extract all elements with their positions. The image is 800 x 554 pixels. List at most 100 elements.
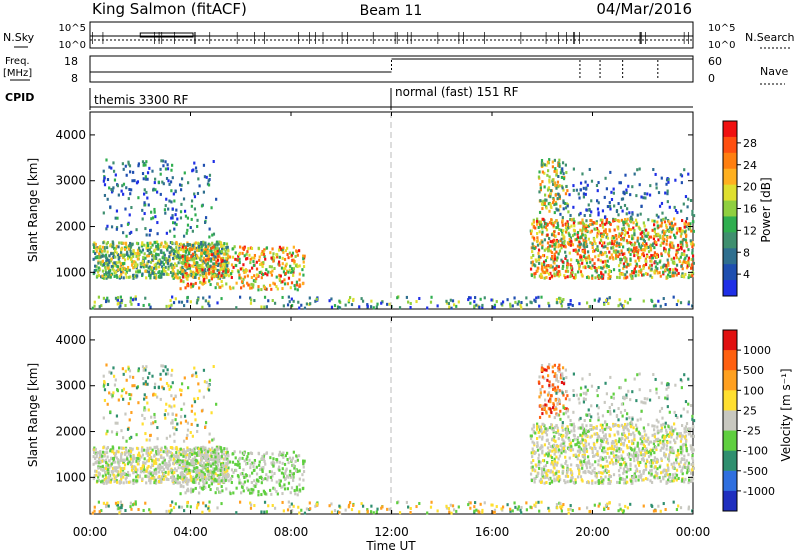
- velocity-cell: [141, 413, 144, 417]
- power-cell: [209, 264, 212, 268]
- power-cell: [581, 261, 584, 265]
- power-cell: [563, 239, 566, 243]
- velocity-cell: [188, 462, 191, 466]
- power-cell: [650, 275, 654, 279]
- power-cell: [277, 248, 281, 252]
- velocity-cell: [148, 371, 151, 375]
- velocity-cell: [294, 459, 297, 463]
- power-cell: [552, 233, 556, 237]
- power-cell: [618, 232, 621, 236]
- velocity-cell: [184, 479, 187, 483]
- power-cell: [647, 231, 650, 235]
- power-cell: [186, 257, 189, 261]
- power-cell: [188, 243, 191, 247]
- velocity-cell: [291, 456, 295, 460]
- power-cell: [101, 260, 104, 264]
- velocity-cell: [281, 485, 284, 489]
- velocity-cell: [290, 486, 294, 490]
- power-cell: [690, 242, 693, 246]
- velocity-cell: [294, 469, 298, 473]
- power-cell: [289, 286, 292, 290]
- power-cell: [210, 249, 213, 253]
- power-cell: [691, 245, 694, 249]
- power-cell: [541, 232, 544, 236]
- power-cell: [193, 195, 197, 199]
- velocity-cell: [278, 478, 281, 482]
- velocity-cell: [186, 428, 190, 432]
- velocity-cell: [222, 461, 225, 465]
- power-cell: [197, 276, 201, 280]
- power-cell: [556, 208, 559, 212]
- power-cell: [202, 240, 205, 244]
- velocity-cell: [111, 466, 115, 470]
- power-cell: [632, 271, 635, 275]
- velocity-cell: [199, 478, 202, 482]
- velocity-cell: [147, 408, 150, 412]
- power-cell: [130, 188, 133, 192]
- power-cell: [118, 260, 121, 264]
- velocity-cell: [221, 480, 224, 484]
- velocity-cell: [647, 423, 650, 427]
- velocity-cell: [131, 457, 135, 461]
- velocity-cell: [103, 451, 106, 455]
- velocity-cell: [116, 421, 119, 425]
- power-cell: [647, 266, 651, 270]
- power-cell: [124, 207, 127, 211]
- velocity-cell: [92, 462, 95, 466]
- power-cell: [145, 233, 148, 237]
- power-cell: [672, 274, 675, 278]
- velocity-cell: [99, 450, 102, 454]
- power-cell: [111, 261, 115, 265]
- velocity-cell: [150, 415, 153, 419]
- velocity-cell: [184, 419, 188, 423]
- velocity-cell: [185, 489, 189, 493]
- velocity-cell: [180, 466, 183, 470]
- power-cell: [118, 306, 121, 310]
- velocity-cell: [123, 463, 127, 467]
- velocity-cell: [110, 430, 114, 434]
- power-cell: [679, 234, 683, 238]
- power-cell: [156, 261, 159, 265]
- power-cell: [641, 242, 645, 246]
- power-cell: [568, 193, 571, 197]
- power-cell: [674, 253, 678, 257]
- power-cell: [445, 299, 448, 303]
- power-cell: [286, 253, 289, 257]
- power-cell: [600, 234, 604, 238]
- velocity-cell: [104, 470, 107, 474]
- power-cell: [565, 223, 568, 227]
- velocity-cell: [112, 457, 115, 461]
- velocity-cell: [148, 456, 151, 460]
- power-cell: [182, 249, 185, 253]
- velocity-cell: [572, 422, 575, 426]
- power-cell: [599, 250, 602, 254]
- power-cell: [541, 180, 544, 184]
- power-cell: [602, 265, 605, 269]
- power-cell: [568, 233, 571, 237]
- power-cell: [654, 260, 657, 264]
- power-cell: [577, 221, 580, 225]
- power-cell: [136, 251, 139, 255]
- velocity-cell: [170, 452, 174, 456]
- power-cell: [614, 234, 617, 238]
- power-cell: [644, 259, 648, 263]
- power-cell: [590, 179, 594, 183]
- power-cell: [199, 280, 202, 284]
- velocity-cell: [151, 476, 154, 480]
- velocity-cell: [124, 369, 127, 373]
- power-cell: [219, 241, 222, 245]
- power-cell: [615, 244, 618, 248]
- power-cell: [610, 242, 614, 246]
- power-cell: [684, 195, 688, 199]
- velocity-cell: [289, 491, 292, 495]
- power-cell: [546, 255, 549, 259]
- velocity-cell: [221, 452, 224, 456]
- velocity-cell: [164, 445, 167, 449]
- velocity-cell: [576, 455, 579, 459]
- power-cell: [599, 266, 602, 270]
- power-cell: [598, 241, 602, 245]
- velocity-cell: [541, 435, 544, 439]
- power-cell: [280, 280, 283, 284]
- power-cell: [675, 256, 678, 260]
- power-cell: [282, 267, 286, 271]
